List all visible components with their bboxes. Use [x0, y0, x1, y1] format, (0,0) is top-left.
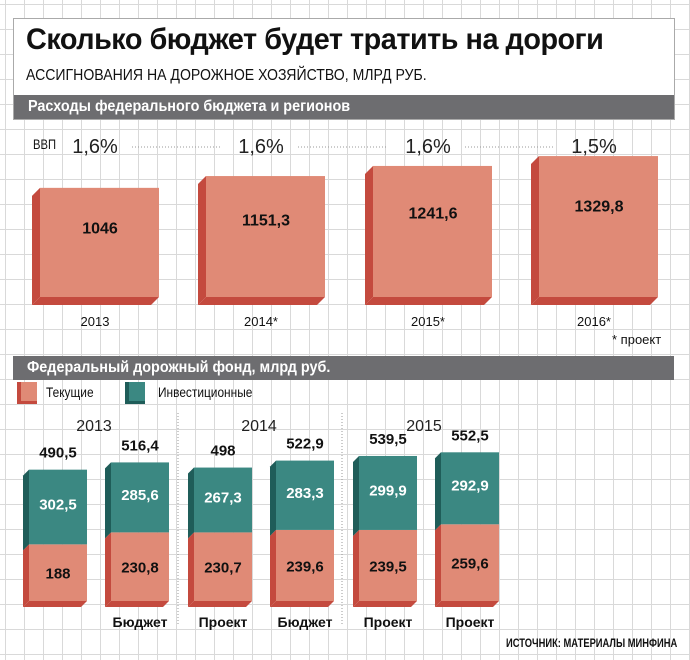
page-title: Сколько бюджет будет тратить на дороги [26, 23, 604, 56]
current-segment [29, 544, 87, 601]
invest-value-label: 285,6 [121, 487, 159, 504]
invest-value-label: 292,9 [451, 478, 489, 495]
current-segment [359, 529, 417, 601]
category-label: 2016* [577, 314, 611, 329]
bar-status-label: Бюджет [278, 614, 333, 630]
current-segment-side [353, 529, 359, 607]
current-segment [441, 524, 499, 601]
budget-bar-2016-side [531, 156, 539, 305]
current-value-label: 188 [45, 566, 70, 583]
current-segment-bottom [188, 601, 252, 607]
total-value-label: 539,5 [369, 431, 407, 448]
source-note: ИСТОЧНИК: МАТЕРИАЛЫ МИНФИНА [506, 636, 678, 650]
current-segment-side [270, 529, 276, 607]
bar-status-label: Проект [199, 614, 248, 630]
section1-title: Расходы федерального бюджета и регионов [28, 98, 351, 115]
budget-bar-2013-bottom [32, 297, 159, 305]
section1-header: Расходы федерального бюджета и регионов [14, 95, 674, 119]
invest-value-label: 302,5 [39, 496, 77, 513]
current-segment-bottom [105, 601, 169, 607]
section2-title: Федеральный дорожный фонд, млрд руб. [27, 359, 331, 376]
bar-status-label: Проект [446, 614, 495, 630]
gdp-label: ВВП [33, 136, 56, 152]
budget-bar-2013-side [32, 187, 40, 305]
invest-segment-side [353, 455, 359, 536]
current-segment-bottom [435, 601, 499, 607]
total-value-label: 552,5 [451, 427, 489, 444]
budget-bar-2013 [40, 187, 159, 297]
year-label: 2014 [241, 418, 277, 435]
current-segment [111, 532, 169, 601]
footnote: * проект [612, 332, 662, 347]
total-value-label: 522,9 [286, 436, 324, 453]
budget-bar-2016 [539, 156, 658, 297]
gdp-share-label: 1,6% [72, 136, 118, 158]
current-segment-side [23, 544, 29, 607]
legend-swatch-invest [125, 382, 145, 404]
year-label: 2015 [406, 418, 442, 435]
current-segment [276, 529, 334, 601]
current-segment-side [105, 532, 111, 607]
bar-status-label: Бюджет [113, 614, 168, 630]
bar-value-label: 1241,6 [409, 205, 458, 222]
invest-segment [441, 452, 499, 525]
invest-value-label: 267,3 [204, 490, 242, 507]
title-box: Сколько бюджет будет тратить на дороги А… [13, 18, 675, 120]
current-value-label: 259,6 [451, 556, 489, 573]
budget-bar-2015 [373, 165, 492, 297]
legend-label-current: Текущие [46, 384, 94, 400]
invest-segment-side [435, 452, 441, 531]
budget-bar-2014-bottom [198, 297, 325, 305]
total-value-label: 516,4 [121, 437, 159, 454]
budget-bar-2015-bottom [365, 297, 492, 305]
current-segment-side [435, 524, 441, 607]
year-label: 2013 [76, 418, 112, 435]
current-value-label: 239,5 [369, 558, 407, 575]
gdp-share-label: 1,6% [405, 136, 451, 158]
page-subtitle: АССИГНОВАНИЯ НА ДОРОЖНОЕ ХОЗЯЙСТВО, МЛРД… [26, 67, 427, 84]
budget-bar-2014-side [198, 176, 206, 305]
bar-value-label: 1151,3 [242, 212, 290, 229]
invest-segment [194, 467, 252, 533]
current-segment-bottom [270, 601, 334, 607]
invest-segment-side [105, 462, 111, 539]
current-value-label: 239,6 [286, 558, 324, 575]
invest-segment-side [23, 469, 29, 551]
legend-swatch-current [17, 382, 37, 404]
invest-segment [276, 460, 334, 530]
invest-segment [359, 455, 417, 530]
current-segment-side [188, 532, 194, 607]
current-segment-bottom [23, 601, 87, 607]
current-segment-bottom [353, 601, 417, 607]
current-value-label: 230,7 [204, 560, 242, 577]
category-label: 2013 [81, 314, 110, 329]
bar-status-label: Проект [364, 614, 413, 630]
legend-label-invest: Инвестиционные [158, 384, 253, 400]
section2-header: Федеральный дорожный фонд, млрд руб. [13, 356, 674, 380]
invest-value-label: 299,9 [369, 482, 407, 499]
current-segment [194, 532, 252, 601]
budget-bar-2016-bottom [531, 297, 658, 305]
current-value-label: 230,8 [121, 560, 159, 577]
invest-segment [29, 469, 87, 545]
total-value-label: 490,5 [39, 445, 77, 462]
category-label: 2014* [244, 314, 278, 329]
bar-value-label: 1046 [82, 220, 118, 237]
budget-bar-2014 [206, 176, 325, 297]
total-value-label: 498 [210, 443, 235, 460]
gdp-share-label: 1,6% [238, 136, 284, 158]
invest-value-label: 283,3 [286, 485, 324, 502]
category-label: 2015* [411, 314, 445, 329]
bar-value-label: 1329,8 [575, 199, 624, 216]
invest-segment-side [270, 460, 276, 536]
invest-segment-side [188, 467, 194, 539]
invest-segment [111, 462, 169, 533]
gdp-share-label: 1,5% [571, 136, 617, 158]
budget-bar-2015-side [365, 165, 373, 305]
